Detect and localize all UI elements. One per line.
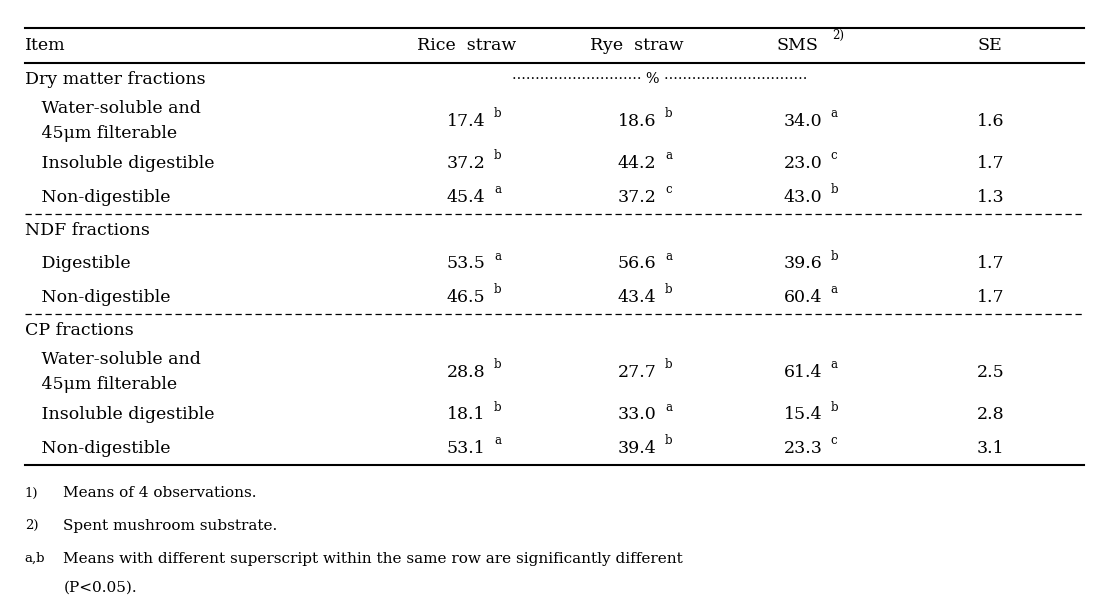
Text: SE: SE	[978, 37, 1003, 54]
Text: b: b	[665, 358, 673, 371]
Text: 3.1: 3.1	[977, 440, 1004, 457]
Text: NDF fractions: NDF fractions	[24, 222, 150, 239]
Text: 1.6: 1.6	[977, 112, 1004, 130]
Text: b: b	[665, 283, 673, 296]
Text: 43.4: 43.4	[618, 289, 657, 306]
Text: SMS: SMS	[776, 37, 818, 54]
Text: b: b	[494, 107, 501, 120]
Text: 18.1: 18.1	[447, 406, 486, 423]
Text: b: b	[665, 107, 673, 120]
Text: 61.4: 61.4	[784, 364, 822, 381]
Text: (P<0.05).: (P<0.05).	[63, 581, 138, 595]
Text: 53.1: 53.1	[447, 440, 486, 457]
Text: Water-soluble and: Water-soluble and	[24, 351, 201, 368]
Text: 43.0: 43.0	[783, 189, 822, 205]
Text: 1.7: 1.7	[977, 255, 1004, 272]
Text: Item: Item	[24, 37, 65, 54]
Text: a,b: a,b	[24, 552, 45, 565]
Text: Water-soluble and: Water-soluble and	[24, 100, 201, 117]
Text: 23.3: 23.3	[783, 440, 822, 457]
Text: a: a	[831, 358, 837, 371]
Text: 1.3: 1.3	[977, 189, 1004, 205]
Text: a: a	[665, 149, 672, 162]
Text: a: a	[831, 283, 837, 296]
Text: 33.0: 33.0	[618, 406, 657, 423]
Text: a: a	[494, 250, 501, 262]
Text: 44.2: 44.2	[618, 155, 657, 172]
Text: b: b	[494, 358, 501, 371]
Text: a: a	[494, 183, 501, 196]
Text: b: b	[831, 250, 838, 262]
Text: 39.4: 39.4	[618, 440, 657, 457]
Text: 17.4: 17.4	[447, 112, 486, 130]
Text: c: c	[831, 149, 837, 162]
Text: b: b	[831, 400, 838, 414]
Text: Insoluble digestible: Insoluble digestible	[24, 155, 214, 172]
Text: Dry matter fractions: Dry matter fractions	[24, 71, 205, 88]
Text: Spent mushroom substrate.: Spent mushroom substrate.	[63, 519, 277, 533]
Text: 39.6: 39.6	[783, 255, 822, 272]
Text: 37.2: 37.2	[447, 155, 486, 172]
Text: 34.0: 34.0	[783, 112, 822, 130]
Text: 2.5: 2.5	[977, 364, 1005, 381]
Text: 2.8: 2.8	[977, 406, 1004, 423]
Text: Digestible: Digestible	[24, 255, 131, 272]
Text: Means with different superscript within the same row are significantly different: Means with different superscript within …	[63, 552, 683, 566]
Text: 23.0: 23.0	[783, 155, 822, 172]
Text: 15.4: 15.4	[783, 406, 822, 423]
Text: b: b	[494, 283, 501, 296]
Text: Insoluble digestible: Insoluble digestible	[24, 406, 214, 423]
Text: 45μm filterable: 45μm filterable	[24, 376, 177, 393]
Text: Non-digestible: Non-digestible	[24, 440, 171, 457]
Text: 53.5: 53.5	[447, 255, 486, 272]
Text: a: a	[831, 107, 837, 120]
Text: 1): 1)	[24, 487, 39, 499]
Text: a: a	[665, 250, 672, 262]
Text: ···························· % ·······························: ···························· % ·········…	[511, 73, 807, 86]
Text: 45.4: 45.4	[447, 189, 486, 205]
Text: 18.6: 18.6	[618, 112, 657, 130]
Text: 1.7: 1.7	[977, 289, 1004, 306]
Text: b: b	[665, 434, 673, 447]
Text: 56.6: 56.6	[618, 255, 657, 272]
Text: 60.4: 60.4	[784, 289, 822, 306]
Text: b: b	[831, 183, 838, 196]
Text: Non-digestible: Non-digestible	[24, 289, 171, 306]
Text: a: a	[665, 400, 672, 414]
Text: b: b	[494, 149, 501, 162]
Text: 27.7: 27.7	[618, 364, 657, 381]
Text: Non-digestible: Non-digestible	[24, 189, 171, 205]
Text: b: b	[494, 400, 501, 414]
Text: a: a	[494, 434, 501, 447]
Text: c: c	[665, 183, 672, 196]
Text: 2): 2)	[24, 519, 39, 532]
Text: c: c	[831, 434, 837, 447]
Text: CP fractions: CP fractions	[24, 322, 133, 339]
Text: Rye  straw: Rye straw	[590, 37, 684, 54]
Text: 28.8: 28.8	[447, 364, 486, 381]
Text: 46.5: 46.5	[447, 289, 486, 306]
Text: 2): 2)	[833, 29, 845, 42]
Text: 45μm filterable: 45μm filterable	[24, 125, 177, 142]
Text: 37.2: 37.2	[618, 189, 657, 205]
Text: Means of 4 observations.: Means of 4 observations.	[63, 487, 257, 500]
Text: Rice  straw: Rice straw	[417, 37, 516, 54]
Text: 1.7: 1.7	[977, 155, 1004, 172]
